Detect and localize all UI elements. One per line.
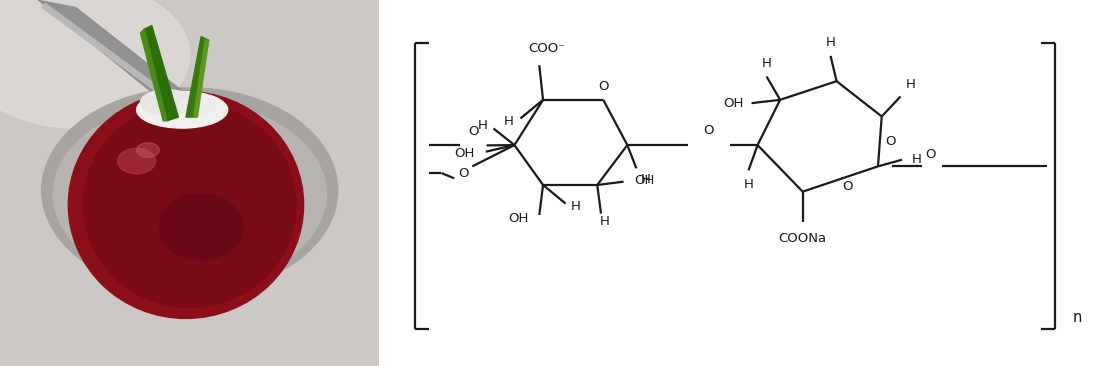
Ellipse shape (136, 92, 228, 128)
Text: H: H (504, 115, 514, 128)
Text: OH: OH (635, 174, 654, 187)
Text: H: H (761, 57, 771, 70)
Text: O: O (703, 124, 714, 137)
Text: OH: OH (508, 212, 528, 225)
Ellipse shape (42, 88, 338, 293)
Ellipse shape (141, 90, 194, 115)
Text: O: O (458, 167, 469, 179)
Ellipse shape (53, 102, 327, 285)
Text: H: H (905, 78, 915, 91)
Polygon shape (37, 0, 197, 117)
Text: n: n (1072, 310, 1082, 325)
Text: H: H (744, 179, 754, 191)
Text: OH: OH (454, 146, 475, 160)
Ellipse shape (136, 143, 160, 157)
Text: COONa: COONa (779, 232, 827, 245)
Ellipse shape (118, 148, 155, 174)
Text: COO⁻: COO⁻ (528, 42, 565, 55)
Polygon shape (141, 29, 167, 121)
Polygon shape (194, 40, 209, 117)
Text: OH: OH (724, 97, 744, 110)
Circle shape (84, 102, 296, 307)
Ellipse shape (160, 194, 243, 260)
Polygon shape (42, 4, 189, 113)
Polygon shape (186, 37, 209, 117)
Text: H: H (477, 119, 487, 132)
Text: O: O (925, 148, 936, 161)
Text: H: H (571, 201, 581, 213)
Text: H: H (826, 36, 836, 49)
Ellipse shape (178, 97, 217, 115)
Polygon shape (144, 26, 178, 121)
Text: O: O (468, 125, 478, 138)
Text: H: H (640, 172, 650, 186)
Text: O: O (886, 135, 896, 148)
Text: H: H (912, 153, 922, 166)
Ellipse shape (0, 0, 189, 128)
Text: O: O (598, 80, 608, 93)
Text: H: H (600, 215, 609, 228)
Circle shape (68, 92, 304, 318)
Text: O: O (843, 180, 854, 194)
